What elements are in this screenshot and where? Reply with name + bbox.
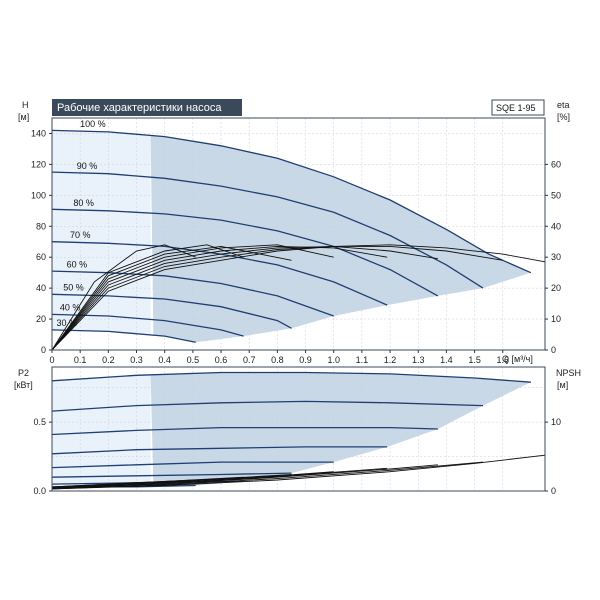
npsh-y-tick-label: 10 <box>551 417 561 427</box>
speed-curve-label: 80 % <box>73 198 94 208</box>
npsh-curve <box>51 467 388 489</box>
chart-title-background <box>52 99 242 116</box>
y-tick-label: 20 <box>36 314 46 324</box>
chart-title: Рабочие характеристики насоса <box>57 102 222 114</box>
head-plot: 100 % 90 % 80 % 70 % 60 % 50 % 40 % 30 % 0 0.1 0.2… <box>31 117 561 365</box>
bottom-plot-frame <box>51 366 546 492</box>
x-tick-label: 1.0 <box>327 355 340 365</box>
efficiency-curve <box>51 244 334 351</box>
x-tick-label: 0.4 <box>158 355 171 365</box>
efficiency-curve <box>51 244 196 351</box>
speed-curve-label: 50 % <box>63 283 84 293</box>
efficiency-curve <box>51 245 503 351</box>
light-power-region <box>52 374 151 487</box>
y-tick-label: 40 <box>36 283 46 293</box>
x-tick-label: 1.4 <box>440 355 453 365</box>
efficiency-curve <box>51 245 292 351</box>
x-tick-label: 0 <box>49 355 54 365</box>
x-tick-label: 0.9 <box>299 355 312 365</box>
speed-curve-label: 90 % <box>77 161 98 171</box>
power-curve <box>51 461 334 469</box>
power-plot: 0.0 0.5 0 10 <box>33 366 561 496</box>
y-tick-label: 0 <box>41 345 46 355</box>
y2-tick-label: 0 <box>551 345 556 355</box>
shaded-power-region <box>150 372 531 487</box>
x-tick-label: 0.2 <box>102 355 115 365</box>
power-y-tick-label: 0.0 <box>33 486 46 496</box>
speed-curve-label: 70 % <box>70 230 91 240</box>
speed-curve <box>51 129 532 274</box>
x-tick-label: 1.5 <box>468 355 481 365</box>
efficiency-curve <box>51 245 438 351</box>
x-tick-label: 0.3 <box>130 355 143 365</box>
top-plot-frame <box>51 117 546 351</box>
model-box <box>491 99 545 116</box>
x-axis-label: Q [м³/ч] <box>502 354 533 364</box>
speed-curve-label: 60 % <box>67 260 88 270</box>
y-right-label-bottom-2: [м] <box>557 380 568 390</box>
efficiency-curve <box>51 245 388 351</box>
y2-tick-label: 10 <box>551 314 561 324</box>
speed-curve <box>51 208 439 297</box>
y-right-label-top-1: eta <box>557 100 570 110</box>
y-left-label-top-1: H <box>22 100 29 110</box>
y2-tick-label: 60 <box>551 159 561 169</box>
speed-curve-label: 40 % <box>60 303 81 313</box>
x-tick-label: 0.7 <box>243 355 256 365</box>
y2-tick-label: 40 <box>551 221 561 231</box>
x-tick-label: 1.1 <box>356 355 369 365</box>
x-tick-label: 1.3 <box>412 355 425 365</box>
x-tick-label: 0.5 <box>187 355 200 365</box>
x-tick-label: 0.6 <box>215 355 228 365</box>
power-curve <box>51 446 388 455</box>
y-tick-label: 80 <box>36 221 46 231</box>
model-label: SQE 1-95 <box>496 103 536 113</box>
y-tick-label: 100 <box>31 190 46 200</box>
power-curve <box>51 472 292 478</box>
efficiency-curve <box>51 244 244 351</box>
speed-curve-label: 100 % <box>80 119 106 129</box>
npsh-curve <box>51 461 484 490</box>
x-tick-label: 1.6 <box>496 355 509 365</box>
y2-tick-label: 50 <box>551 190 561 200</box>
y-tick-label: 120 <box>31 159 46 169</box>
npsh-curve <box>51 454 546 490</box>
y2-tick-label: 30 <box>551 252 561 262</box>
npsh-y-tick-label: 0 <box>551 486 556 496</box>
speed-curve <box>51 171 484 289</box>
y-left-label-bottom-2: [кВт] <box>14 380 33 390</box>
light-operating-region <box>52 130 151 335</box>
speed-curve <box>51 329 196 343</box>
power-y-tick-label: 0.5 <box>33 417 46 427</box>
npsh-curve <box>51 474 292 489</box>
y-left-label-bottom-1: P2 <box>18 368 29 378</box>
speed-curve <box>51 313 244 337</box>
y-left-label-top-2: [м] <box>18 112 29 122</box>
speed-curve <box>51 270 334 317</box>
npsh-curve <box>51 479 196 488</box>
power-curve <box>51 400 484 412</box>
y-tick-label: 60 <box>36 252 46 262</box>
npsh-curve <box>51 464 438 489</box>
y-right-label-top-2: [%] <box>557 112 570 122</box>
x-tick-label: 1.2 <box>384 355 397 365</box>
shaded-operating-region <box>150 135 531 343</box>
x-tick-label: 0.1 <box>74 355 87 365</box>
y-right-label-bottom-1: NPSH <box>556 368 581 378</box>
x-tick-label: 0.8 <box>271 355 284 365</box>
speed-curve-label: 30 % <box>57 318 78 328</box>
y2-tick-label: 20 <box>551 283 561 293</box>
efficiency-curve <box>51 244 546 351</box>
power-curve <box>51 426 438 436</box>
y-tick-label: 140 <box>31 128 46 138</box>
power-curve <box>51 371 531 383</box>
